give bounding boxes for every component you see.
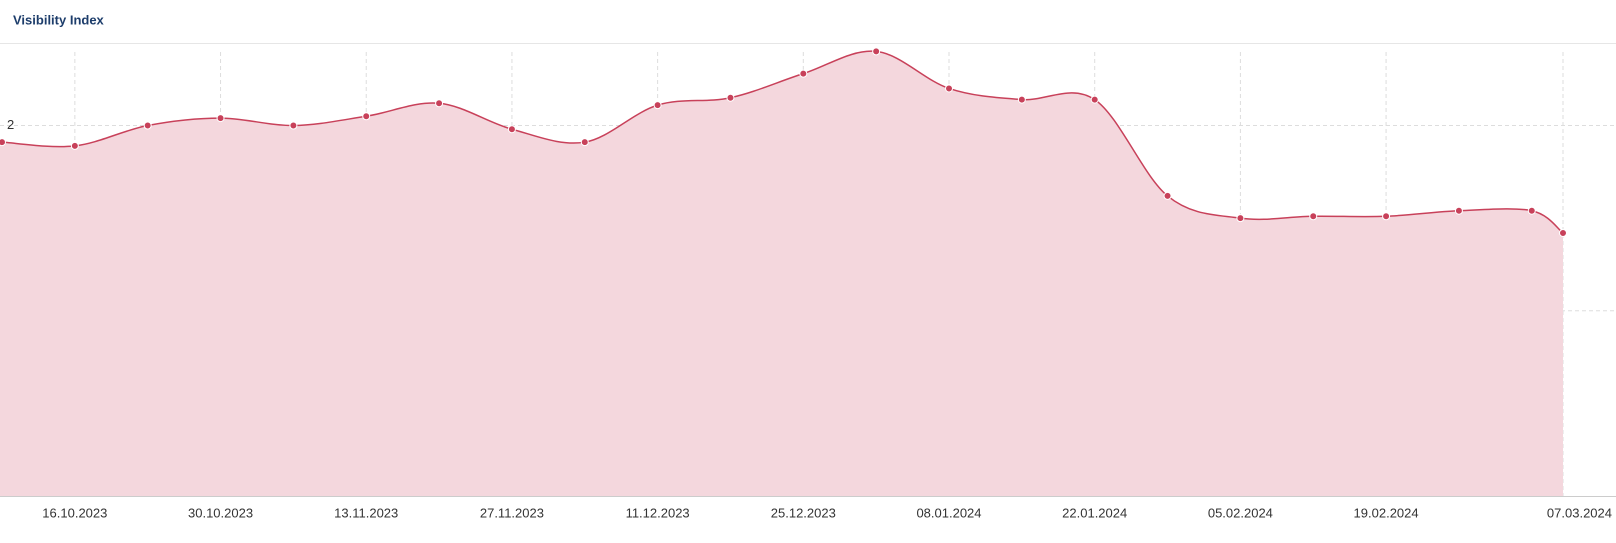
point	[435, 99, 444, 108]
point	[872, 47, 881, 56]
point	[653, 101, 662, 110]
point	[1559, 228, 1567, 237]
line	[1, 50, 1564, 234]
point	[289, 121, 298, 130]
x-tick-label: 05.02.2024	[1208, 505, 1273, 520]
point	[143, 121, 152, 130]
point	[1090, 95, 1099, 104]
x-tick-label: 16.10.2023	[42, 505, 107, 520]
point	[1017, 95, 1026, 104]
panel-title: Visibility Index	[13, 12, 105, 27]
x-tick-label: 30.10.2023	[188, 505, 253, 520]
x-tick-label: 27.11.2023	[480, 505, 544, 520]
x-tick-label: 19.02.2024	[1354, 505, 1419, 520]
y-tick-label: 2	[7, 117, 14, 132]
x-tick-label: 25.12.2023	[771, 505, 836, 520]
point	[580, 138, 589, 147]
point	[70, 141, 79, 150]
point	[1454, 206, 1463, 215]
point	[945, 84, 954, 93]
point	[1382, 212, 1391, 221]
x-tick-label: 11.12.2023	[626, 505, 690, 520]
point	[1527, 206, 1536, 215]
point	[799, 69, 808, 78]
x-tick-label: 08.01.2024	[916, 505, 981, 520]
x-tick-label: 07.03.2024	[1547, 505, 1612, 520]
x-tick-label: 13.11.2023	[334, 505, 398, 520]
point	[726, 93, 735, 102]
point	[0, 138, 6, 147]
point	[1236, 214, 1245, 223]
point	[362, 112, 371, 121]
point	[1163, 191, 1172, 200]
area	[0, 51, 1563, 496]
point	[507, 125, 516, 134]
x-tick-label: 22.01.2024	[1062, 505, 1127, 520]
point	[1309, 212, 1318, 221]
point	[216, 114, 225, 123]
